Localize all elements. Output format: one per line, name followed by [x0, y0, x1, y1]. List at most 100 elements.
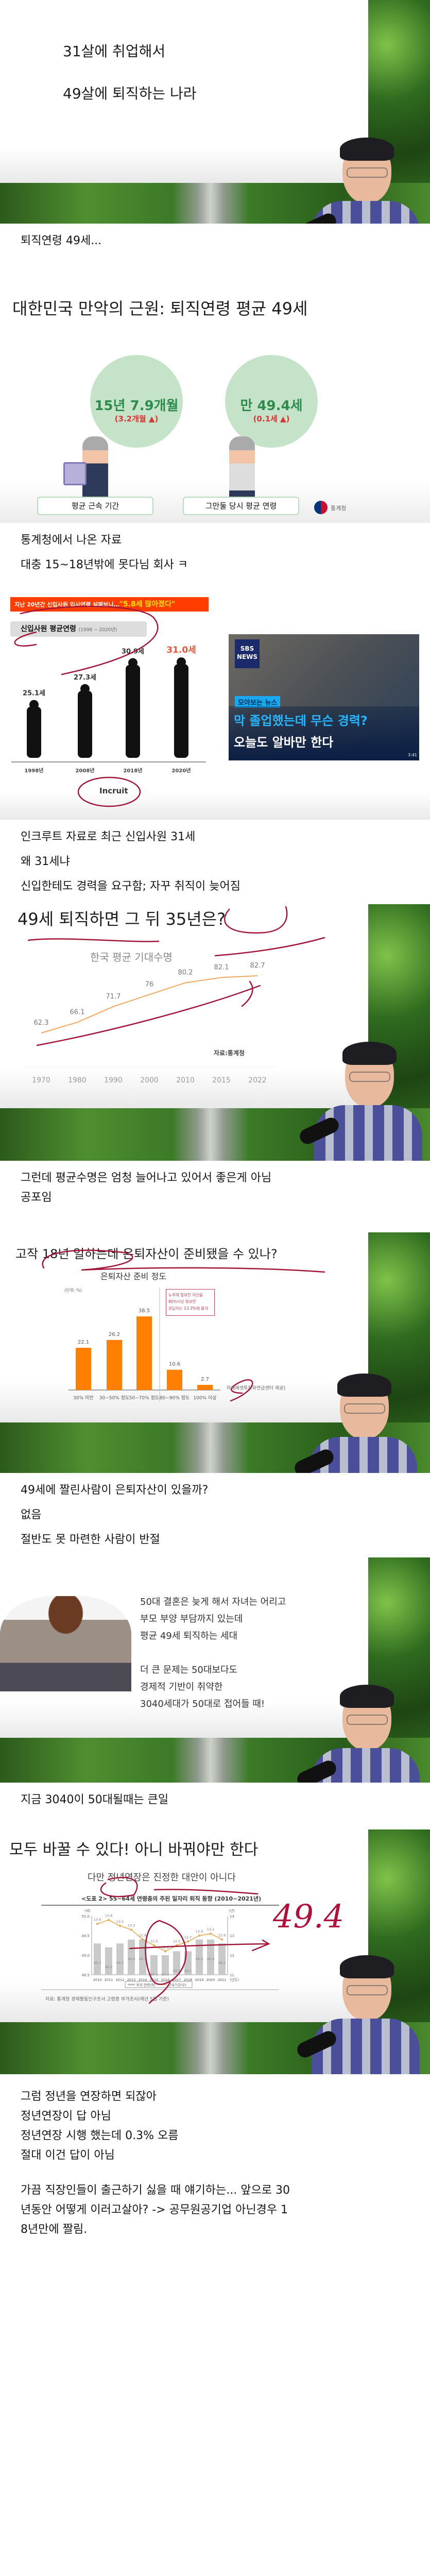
red-ink-circle [77, 776, 141, 807]
slide-line-2: 49살에 퇴직하는 나라 [63, 85, 197, 102]
stat-tenure-label: 평균 근속 기간 [37, 497, 153, 515]
x-tick-label: 2011 [105, 1978, 113, 1982]
y-tick-label: 11 [230, 1973, 234, 1977]
news-thumbnail[interactable]: SBS NEWS 모아보는 뉴스 막 졸업했는데 무슨 경력? 오늘도 알바만 … [229, 634, 419, 760]
line-point [130, 1928, 132, 1931]
statistics-korea-logo [314, 501, 328, 514]
bar-label: 49.4 [128, 1957, 135, 1961]
y-tick-label: 12 [230, 1954, 234, 1958]
x-tick-label: 1970 [32, 1076, 50, 1084]
data-label: 26.2 [109, 1332, 120, 1337]
line-label: 12.8 [218, 1934, 226, 1938]
bar-label: 49.3 [218, 1961, 226, 1965]
data-label: 66.1 [70, 1008, 85, 1016]
chart-title: 은퇴자산 준비 정도 [100, 1272, 166, 1281]
news-tag: 모아보는 뉴스 [235, 696, 281, 708]
line-point [96, 1923, 98, 1925]
incruit-logo: Incruit [99, 786, 128, 795]
post-text: 통계청에서 나온 자료 [21, 534, 122, 547]
bar [207, 1939, 214, 1975]
x-tick-label: 2015 [212, 1076, 231, 1084]
stat-tenure-value: 15년 7.9개월 [94, 398, 179, 414]
legend-label: 퇴직 연령(좌) [136, 1982, 156, 1987]
bar-label: 49.0 [150, 1973, 158, 1977]
video-frame-2: 대한민국 만악의 근원: 퇴직연령 평균 49세 15년 7.9개월 (3.2개… [0, 259, 430, 523]
x-tick-label: 2020년 [171, 767, 191, 774]
slide-line: 50대 결혼은 늦게 해서 자녀는 어리고 [140, 1597, 286, 1607]
line-point [187, 1940, 189, 1943]
line-point [142, 1938, 144, 1941]
bar-label: 49.1 [173, 1969, 180, 1973]
silhouette-bar [27, 706, 41, 758]
line-label: 12.5 [173, 1939, 180, 1943]
post-text: 그런데 평균수명은 엄청 늘어나고 있어서 좋은게 아님 [21, 1172, 272, 1184]
red-ink-underline [27, 906, 325, 957]
post-text: 지금 3040이 50대될때는 큰일 [21, 1793, 169, 1806]
y-tick-label: 49.0 [81, 1954, 90, 1958]
series-line [41, 975, 258, 1033]
speech-bubble-age [225, 355, 318, 448]
data-label: 82.7 [250, 962, 265, 970]
data-label: 38.5 [139, 1308, 150, 1314]
x-tick-label: 2021 [218, 1978, 227, 1982]
x-tick-label: 2016 [161, 1978, 170, 1982]
x-tick-label: 2020 [207, 1978, 215, 1982]
bar-label: 49.4 [139, 1957, 146, 1961]
callout-line: 80%이상 확보한 [168, 1299, 196, 1304]
slide-title: 49세 퇴직하면 그 뒤 35년은? [18, 909, 226, 929]
data-label: 62.3 [34, 1019, 49, 1027]
line-label: 13.6 [94, 1918, 101, 1922]
banner-quote: "5.8세 많아졌다" [119, 600, 176, 608]
y-tick-label: 49.5 [81, 1934, 90, 1938]
post-text: 8년만에 짤림. [21, 2223, 88, 2236]
slide-line: 부모 부양 부담까지 있는데 [140, 1614, 243, 1624]
line-point [164, 1950, 166, 1953]
video-frame-7: 모두 바꿀 수 있다! 아니 바꿔야만 한다 다만 정년연장은 진정한 대안이 … [0, 1818, 430, 2074]
x-tick-label: 2008년 [75, 767, 94, 774]
line-label: 13.5 [116, 1920, 124, 1924]
bar [196, 1939, 203, 1975]
x-tick-label: 30~50% 정도 [99, 1395, 129, 1401]
y-tick-label: 48.5 [81, 1973, 90, 1977]
data-label: 80.2 [178, 969, 193, 977]
red-ink-trendline [36, 980, 261, 1046]
line-point [119, 1925, 121, 1927]
x-tick-label: 2010 [176, 1076, 195, 1084]
news-headline-1: 막 졸업했는데 무슨 경력? [234, 714, 368, 728]
x-tick-label: 1990 [104, 1076, 123, 1084]
y-tick-label: 50.0 [81, 1914, 90, 1919]
silhouette-head [80, 684, 90, 693]
silhouette-head [128, 658, 137, 668]
red-ink-mark [42, 1249, 325, 1402]
slide-title: 대한민국 만악의 근원: 퇴직연령 평균 49세 [12, 299, 308, 318]
post-text: 인크루트 자료로 최근 신입사원 31세 [21, 831, 196, 843]
red-ink-circle [14, 605, 159, 675]
value-label: 27.3세 [74, 674, 96, 682]
presenter [295, 138, 420, 224]
post-text: 왜 31세냐 [21, 855, 70, 868]
silhouette-head [177, 657, 186, 667]
chart-title: 신입사원 평균연령 [21, 625, 76, 633]
speech-bubble-tenure [90, 355, 183, 448]
stat-tenure-change: (3.2개월 ▲) [114, 414, 159, 423]
bar [94, 1943, 101, 1975]
value-label: 25.1세 [23, 690, 45, 698]
slide-title: 모두 바꿀 수 있다! 아니 바꿔야만 한다 [9, 1841, 259, 1859]
retirement-trend-chart: <도표 2> 55~64세 연령층의 주된 일자리 퇴직 동향 (2010~20… [41, 1877, 279, 2004]
slide-line: 평균 49세 퇴직하는 세대 [140, 1631, 238, 1641]
line-point [108, 1919, 110, 1921]
presenter [297, 1042, 422, 1161]
series-line [97, 1919, 222, 1952]
bar [218, 1943, 226, 1975]
line-label: 13.3 [128, 1924, 135, 1928]
chart-title-box: 신입사원 평균연령 (1998 ~ 2020년) [10, 621, 147, 637]
y-tick-label: 13 [230, 1934, 234, 1938]
callout-box: 노후에 필요한 자산을 80%이상 확보한 응답자는 13.3%에 불과 [166, 1289, 215, 1316]
bar-label: 49.2 [105, 1965, 112, 1969]
x-tick-label: 2013 [127, 1978, 136, 1982]
callout-line: 응답자는 13.3%에 불과 [168, 1306, 208, 1311]
x-tick-label: 2010 [93, 1978, 102, 1982]
stressed-man-photo [0, 1596, 131, 1691]
line-label: 12.5 [150, 1939, 158, 1943]
